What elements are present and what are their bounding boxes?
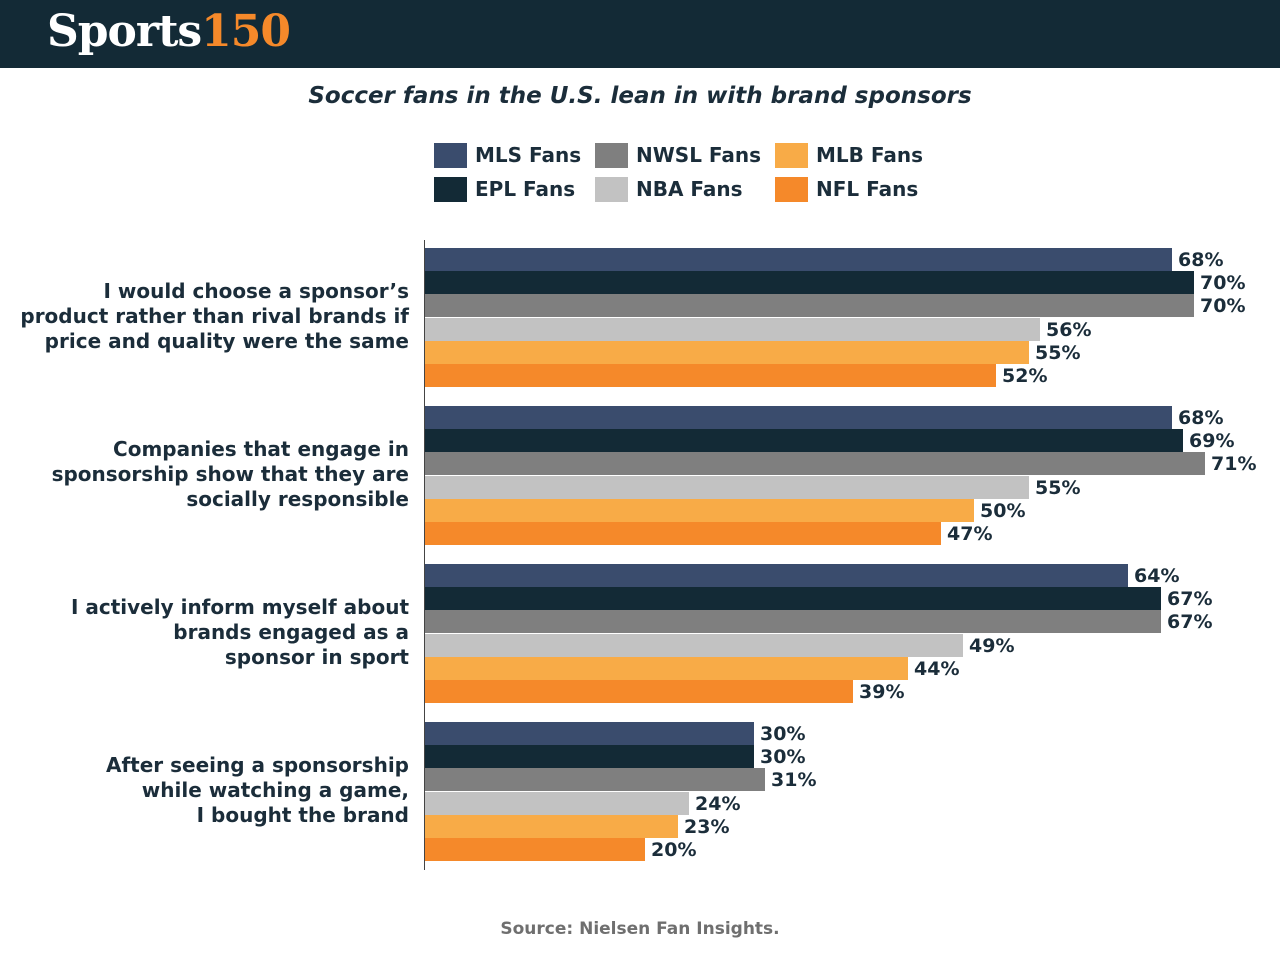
category-label: Companies that engage in sponsorship show… xyxy=(0,437,409,512)
bar-value-label: 56% xyxy=(1046,319,1092,341)
category-label: After seeing a sponsorship while watching… xyxy=(0,753,409,828)
category-label-line: After seeing a sponsorship xyxy=(105,753,409,777)
bar-value-label: 39% xyxy=(859,681,905,703)
bar-value-label: 68% xyxy=(1178,249,1224,271)
sports150-logo[interactable]: Sports150 xyxy=(47,6,291,58)
category-label-line: I would choose a sponsor’s xyxy=(103,279,409,303)
bar-value-label: 30% xyxy=(760,746,806,768)
legend-swatch xyxy=(595,177,628,202)
bar-value-label: 70% xyxy=(1200,272,1246,294)
legend-label: NFL Fans xyxy=(816,177,919,201)
bar-nfl-fans[interactable] xyxy=(425,522,941,545)
logo-number: 150 xyxy=(201,6,291,57)
category-label-line: socially responsible xyxy=(186,487,409,511)
bar-value-label: 47% xyxy=(947,523,993,545)
source-note: Source: Nielsen Fan Insights. xyxy=(500,919,780,939)
bar-nwsl-fans[interactable] xyxy=(425,294,1194,317)
bar-value-label: 67% xyxy=(1167,611,1213,633)
category-label-line: sponsor in sport xyxy=(224,645,409,669)
bar-value-label: 49% xyxy=(969,635,1015,657)
legend-swatch xyxy=(775,177,808,202)
bar-value-label: 52% xyxy=(1002,365,1048,387)
legend-label: NWSL Fans xyxy=(636,143,762,167)
category-label-line: Companies that engage in xyxy=(113,437,409,461)
bar-value-label: 70% xyxy=(1200,295,1246,317)
category-label-line: I bought the brand xyxy=(196,803,409,827)
bar-mls-fans[interactable] xyxy=(425,248,1172,271)
bar-nwsl-fans[interactable] xyxy=(425,610,1161,633)
legend-label: NBA Fans xyxy=(636,177,743,201)
category-label-line: price and quality were the same xyxy=(44,329,409,353)
bar-value-label: 44% xyxy=(914,658,960,680)
legend-swatch xyxy=(775,143,808,168)
bar-value-label: 31% xyxy=(771,769,817,791)
bar-epl-fans[interactable] xyxy=(425,745,754,768)
bar-value-label: 55% xyxy=(1035,477,1081,499)
bar-value-label: 20% xyxy=(651,839,697,861)
bar-mls-fans[interactable] xyxy=(425,722,754,745)
bar-nba-fans[interactable] xyxy=(425,634,963,657)
bar-mls-fans[interactable] xyxy=(425,564,1128,587)
y-axis-line xyxy=(424,240,425,870)
header-bar: Sports150 xyxy=(0,0,1280,68)
legend-label: MLS Fans xyxy=(475,143,582,167)
bar-nfl-fans[interactable] xyxy=(425,680,853,703)
bar-mlb-fans[interactable] xyxy=(425,657,908,680)
bar-mlb-fans[interactable] xyxy=(425,499,974,522)
bar-nfl-fans[interactable] xyxy=(425,364,996,387)
bar-value-label: 67% xyxy=(1167,588,1213,610)
bar-value-label: 64% xyxy=(1134,565,1180,587)
bar-epl-fans[interactable] xyxy=(425,429,1183,452)
bar-value-label: 23% xyxy=(684,816,730,838)
chart-title: Soccer fans in the U.S. lean in with bra… xyxy=(308,83,972,109)
legend-swatch xyxy=(434,143,467,168)
category-label: I actively inform myself about brands eng… xyxy=(0,595,409,670)
category-label: I would choose a sponsor’s product rather… xyxy=(0,279,409,354)
bar-nwsl-fans[interactable] xyxy=(425,768,765,791)
bar-value-label: 68% xyxy=(1178,407,1224,429)
bar-epl-fans[interactable] xyxy=(425,271,1194,294)
bar-value-label: 71% xyxy=(1211,453,1257,475)
bar-mls-fans[interactable] xyxy=(425,406,1172,429)
bar-nfl-fans[interactable] xyxy=(425,838,645,861)
logo-word: Sports xyxy=(47,6,202,57)
bar-nba-fans[interactable] xyxy=(425,792,689,815)
bar-value-label: 24% xyxy=(695,793,741,815)
bar-value-label: 30% xyxy=(760,723,806,745)
bar-mlb-fans[interactable] xyxy=(425,341,1029,364)
bar-nba-fans[interactable] xyxy=(425,476,1029,499)
category-label-line: while watching a game, xyxy=(141,778,409,802)
bar-nba-fans[interactable] xyxy=(425,318,1040,341)
legend-label: EPL Fans xyxy=(475,177,576,201)
bar-value-label: 55% xyxy=(1035,342,1081,364)
legend-label: MLB Fans xyxy=(816,143,923,167)
bar-mlb-fans[interactable] xyxy=(425,815,678,838)
legend-swatch xyxy=(595,143,628,168)
bar-nwsl-fans[interactable] xyxy=(425,452,1205,475)
bar-value-label: 69% xyxy=(1189,430,1235,452)
category-label-line: product rather than rival brands if xyxy=(20,304,409,328)
bar-epl-fans[interactable] xyxy=(425,587,1161,610)
legend-swatch xyxy=(434,177,467,202)
category-label-line: brands engaged as a xyxy=(173,620,409,644)
bar-value-label: 50% xyxy=(980,500,1026,522)
category-label-line: I actively inform myself about xyxy=(70,595,409,619)
category-label-line: sponsorship show that they are xyxy=(51,462,409,486)
